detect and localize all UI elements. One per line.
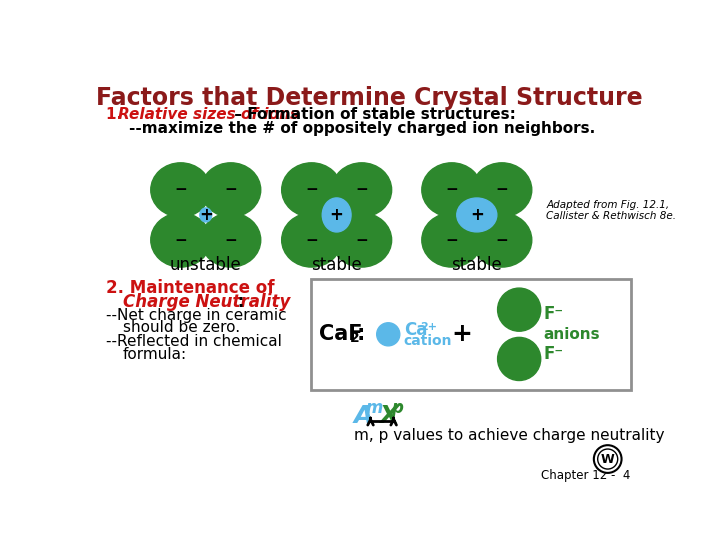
Text: Factors that Determine Crystal Structure: Factors that Determine Crystal Structure	[96, 86, 642, 110]
Text: −: −	[174, 183, 187, 198]
Text: −: −	[446, 233, 458, 247]
Ellipse shape	[201, 213, 261, 267]
Text: +: +	[330, 206, 343, 224]
Text: formula:: formula:	[122, 347, 186, 362]
Text: W: W	[600, 453, 615, 465]
Text: p: p	[392, 399, 403, 417]
Text: −: −	[225, 183, 237, 198]
Circle shape	[598, 449, 618, 469]
Text: stable: stable	[311, 256, 362, 274]
Text: +: +	[199, 206, 212, 224]
Ellipse shape	[422, 163, 482, 217]
Text: cation: cation	[404, 334, 452, 348]
Text: anions: anions	[544, 327, 600, 342]
Text: should be zero.: should be zero.	[122, 320, 240, 335]
Text: Adapted from Fig. 12.1,
Callister & Rethwisch 8e.: Adapted from Fig. 12.1, Callister & Reth…	[546, 200, 676, 221]
Text: +: +	[470, 206, 484, 224]
Text: Ca: Ca	[404, 321, 427, 340]
Text: −: −	[446, 183, 458, 198]
Text: --maximize the # of oppositely charged ion neighbors.: --maximize the # of oppositely charged i…	[129, 121, 595, 136]
Circle shape	[377, 323, 400, 346]
Text: X: X	[379, 403, 398, 428]
Circle shape	[594, 445, 621, 473]
Text: m, p values to achieve charge neutrality: m, p values to achieve charge neutrality	[354, 428, 664, 443]
Ellipse shape	[472, 163, 532, 217]
Text: A: A	[354, 403, 373, 428]
Text: 2. Maintenance of: 2. Maintenance of	[106, 279, 274, 297]
Text: −: −	[305, 233, 318, 247]
Text: −: −	[225, 233, 237, 247]
Text: – Formation of stable structures:: – Formation of stable structures:	[229, 107, 516, 122]
Ellipse shape	[472, 213, 532, 267]
Text: Relative sizes of ions: Relative sizes of ions	[118, 107, 299, 122]
Bar	[311, 279, 631, 390]
Text: CaF: CaF	[319, 325, 362, 345]
Ellipse shape	[200, 208, 212, 222]
Text: --Net charge in ceramic: --Net charge in ceramic	[106, 308, 287, 323]
Ellipse shape	[332, 213, 392, 267]
Text: :: :	[356, 325, 365, 345]
Text: unstable: unstable	[170, 256, 242, 274]
Ellipse shape	[422, 213, 482, 267]
Text: Chapter 12 -  4: Chapter 12 - 4	[541, 469, 631, 482]
Text: 2: 2	[350, 331, 359, 345]
Text: stable: stable	[451, 256, 502, 274]
Circle shape	[498, 288, 541, 331]
Text: m: m	[366, 399, 383, 417]
Text: −: −	[495, 183, 508, 198]
Ellipse shape	[282, 213, 341, 267]
Text: −: −	[356, 233, 368, 247]
Text: −: −	[174, 233, 187, 247]
Ellipse shape	[323, 198, 351, 232]
Text: Charge Neutrality: Charge Neutrality	[122, 293, 290, 310]
Text: −: −	[305, 183, 318, 198]
Text: +: +	[451, 322, 472, 346]
Text: 1.: 1.	[106, 107, 127, 122]
Text: −: −	[356, 183, 368, 198]
Ellipse shape	[150, 163, 211, 217]
Text: 2+: 2+	[420, 322, 438, 332]
Ellipse shape	[456, 198, 497, 232]
Ellipse shape	[201, 163, 261, 217]
Text: --Reflected in chemical: --Reflected in chemical	[106, 334, 282, 349]
Circle shape	[498, 338, 541, 381]
Text: F⁻: F⁻	[544, 305, 564, 323]
Ellipse shape	[150, 213, 211, 267]
Ellipse shape	[332, 163, 392, 217]
Text: :: :	[232, 293, 244, 310]
Ellipse shape	[282, 163, 341, 217]
Text: F⁻: F⁻	[544, 345, 564, 363]
Text: −: −	[495, 233, 508, 247]
